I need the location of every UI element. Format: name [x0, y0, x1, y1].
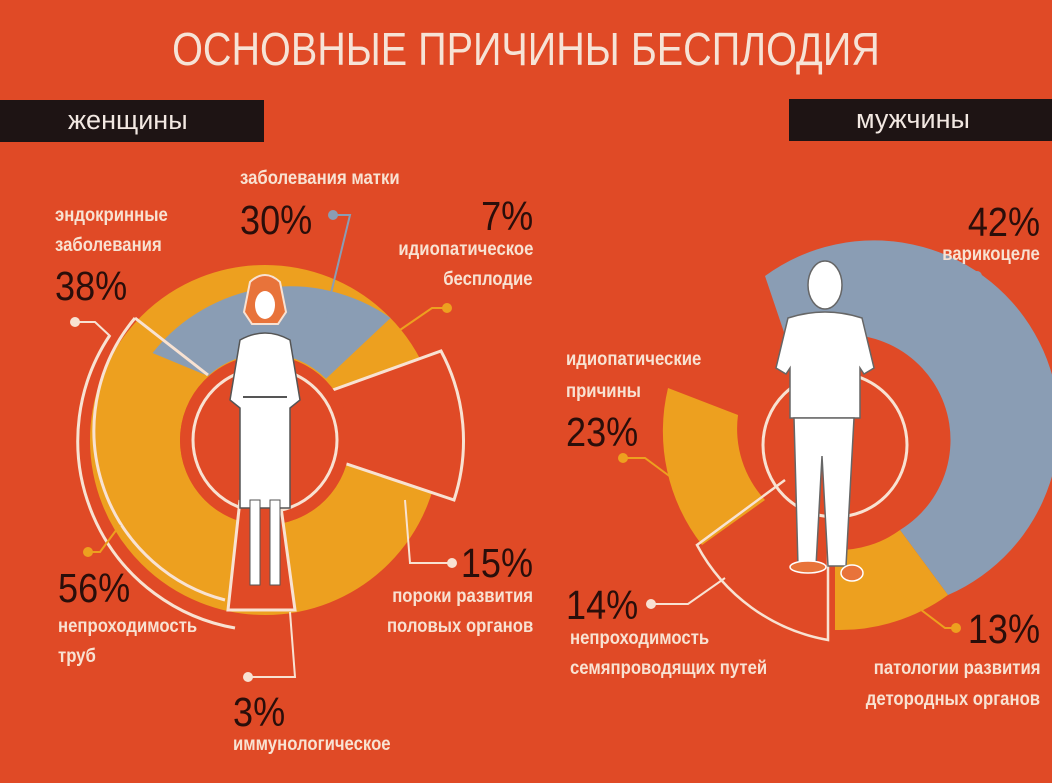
female-group-header: женщины — [0, 100, 264, 142]
male-pathology-label-2: детородных органов — [865, 689, 1040, 710]
male-group-label: мужчины — [856, 104, 970, 134]
female-immunological-pct: 3% — [233, 689, 286, 735]
male-pathology-label-1: патологии развития — [873, 658, 1040, 679]
male-ducts-label-1: непроходимость — [570, 628, 710, 649]
female-uterus-pct: 30% — [240, 197, 313, 243]
female-malformations-label-2: половых органов — [386, 616, 533, 637]
male-ducts-pct: 14% — [566, 582, 639, 628]
female-tubes-label-2: труб — [58, 646, 96, 667]
female-tubes-pct: 56% — [58, 565, 131, 611]
female-tubes-label-1: непроходимость — [58, 616, 198, 637]
female-endocrine-label-1: эндокринные — [55, 205, 168, 226]
female-group-label: женщины — [68, 105, 188, 135]
male-pathology-pct: 13% — [967, 606, 1040, 652]
male-varicocele-label: варикоцеле — [942, 244, 1040, 265]
male-idiopathic-pct: 23% — [566, 409, 639, 455]
male-ducts-wedge — [695, 478, 830, 642]
male-idiopathic-label-2: причины — [566, 381, 641, 402]
female-endocrine-label-2: заболевания — [55, 235, 162, 256]
female-idiopathic-label-1: идиопатическое — [398, 239, 533, 260]
female-immunological-label: иммунологическое — [233, 734, 391, 755]
female-uterus-segment — [152, 286, 391, 379]
male-ducts-label-2: семяпроводящих путей — [570, 658, 768, 679]
man-figure-icon — [775, 260, 875, 582]
female-donut-chart — [76, 265, 465, 630]
female-malformations-label-1: пороки развития — [392, 586, 533, 607]
male-idiopathic-label-1: идиопатические — [566, 349, 702, 370]
female-connectors — [70, 210, 457, 682]
male-varicocele-pct: 42% — [967, 199, 1040, 245]
woman-figure-icon — [229, 274, 301, 586]
male-idiopathic-segment — [662, 388, 765, 545]
female-idiopathic-label-2: бесплодие — [443, 269, 533, 290]
page-title: ОСНОВНЫЕ ПРИЧИНЫ БЕСПЛОДИЯ — [172, 23, 880, 75]
female-malformations-pct: 15% — [460, 540, 533, 586]
female-tubes-outline — [92, 316, 226, 602]
female-idiopathic-pct: 7% — [480, 193, 533, 239]
male-group-header: мужчины — [789, 99, 1052, 141]
female-endocrine-pct: 38% — [55, 263, 128, 309]
male-connectors — [618, 271, 982, 633]
male-pathology-segment — [835, 530, 948, 631]
female-uterus-label: заболевания матки — [240, 168, 400, 189]
